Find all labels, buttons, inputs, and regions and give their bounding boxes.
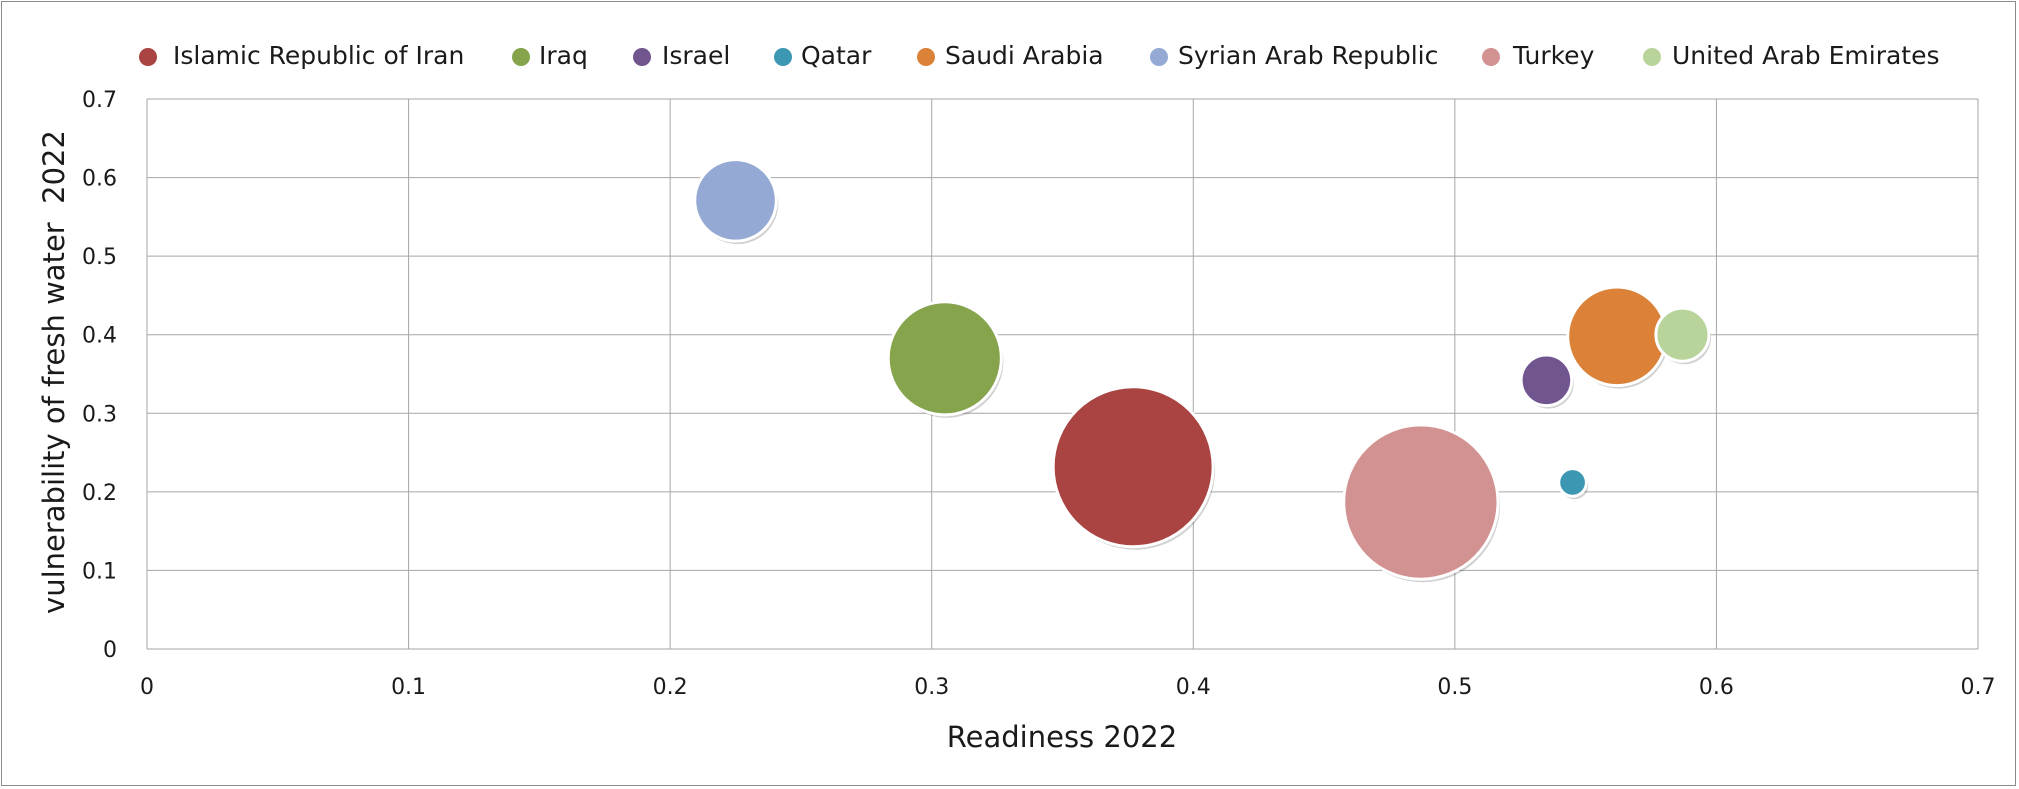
bubble [1519, 353, 1574, 408]
y-tick-label: 0.1 [82, 559, 117, 584]
bubble [1342, 423, 1500, 581]
bubble [693, 158, 778, 243]
legend-marker [139, 48, 157, 66]
y-tick-label: 0.3 [82, 402, 117, 427]
legend-marker [1150, 48, 1168, 66]
x-tick-label: 0.7 [1961, 675, 1996, 700]
legend-marker [512, 48, 530, 66]
legend-label: United Arab Emirates [1672, 41, 1940, 70]
legend-marker [1482, 48, 1500, 66]
x-tick-label: 0 [140, 675, 154, 700]
legend-marker [774, 48, 792, 66]
x-axis-title: Readiness 2022 [947, 720, 1177, 754]
bubble [1566, 285, 1668, 388]
legend: Islamic Republic of Iran Iraq Israel Qatar S… [139, 41, 1940, 70]
y-axis-title: vulnerability of fresh water 2022 [37, 130, 71, 614]
x-tick-label: 0.4 [1176, 675, 1211, 700]
y-tick-label: 0 [103, 638, 117, 663]
x-tick-label: 0.2 [653, 675, 688, 700]
grid [146, 98, 1979, 650]
x-tick-label: 0.3 [914, 675, 949, 700]
x-axis-ticks: 0 0.1 0.2 0.3 0.4 0.5 0.6 0.7 [140, 675, 1996, 700]
y-tick-label: 0.2 [82, 481, 117, 506]
legend-label: Islamic Republic of Iran [173, 41, 464, 70]
y-tick-label: 0.7 [82, 88, 117, 113]
legend-label: Qatar [801, 41, 872, 70]
x-tick-label: 0.5 [1437, 675, 1472, 700]
bubble [1557, 467, 1588, 498]
legend-marker [1643, 48, 1661, 66]
bubble [886, 300, 1003, 417]
x-tick-label: 0.1 [391, 675, 426, 700]
bubble [1654, 306, 1711, 363]
bubbles [693, 158, 1711, 583]
legend-label: Iraq [539, 41, 588, 70]
y-axis-ticks: 0 0.1 0.2 0.3 0.4 0.5 0.6 0.7 [82, 88, 117, 663]
legend-label: Saudi Arabia [945, 41, 1104, 70]
bubble [1051, 385, 1215, 549]
y-tick-label: 0.4 [82, 324, 117, 349]
y-tick-label: 0.5 [82, 245, 117, 270]
legend-marker [917, 48, 935, 66]
legend-label: Turkey [1512, 41, 1595, 70]
legend-marker [633, 48, 651, 66]
y-tick-label: 0.6 [82, 167, 117, 192]
legend-label: Syrian Arab Republic [1178, 41, 1438, 70]
legend-label: Israel [662, 41, 730, 70]
x-tick-label: 0.6 [1699, 675, 1734, 700]
